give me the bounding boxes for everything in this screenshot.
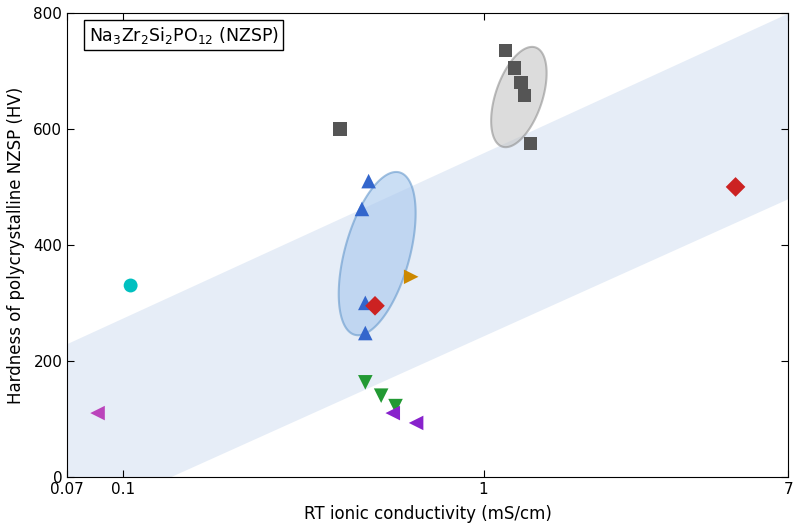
Text: Na$_3$Zr$_2$Si$_2$PO$_{12}$ (NZSP): Na$_3$Zr$_2$Si$_2$PO$_{12}$ (NZSP)	[89, 24, 279, 46]
X-axis label: RT ionic conductivity (mS/cm): RT ionic conductivity (mS/cm)	[304, 505, 552, 523]
Point	[359, 298, 372, 307]
Point	[334, 125, 346, 133]
Point	[362, 177, 375, 186]
Point	[369, 302, 382, 310]
Y-axis label: Hardness of polycrystalline NZSP (HV): Hardness of polycrystalline NZSP (HV)	[7, 86, 25, 403]
Point	[508, 64, 521, 72]
Point	[729, 183, 742, 191]
Point	[91, 409, 104, 417]
Polygon shape	[338, 172, 416, 335]
Point	[386, 409, 399, 417]
Point	[405, 272, 418, 281]
Point	[124, 281, 137, 290]
Point	[359, 329, 372, 337]
Point	[389, 402, 402, 410]
Point	[499, 47, 512, 55]
Point	[359, 378, 372, 386]
Polygon shape	[491, 47, 546, 147]
Point	[410, 419, 422, 427]
Point	[524, 139, 537, 148]
Point	[374, 392, 387, 400]
Point	[514, 78, 527, 87]
Point	[518, 91, 531, 100]
Point	[355, 205, 368, 213]
